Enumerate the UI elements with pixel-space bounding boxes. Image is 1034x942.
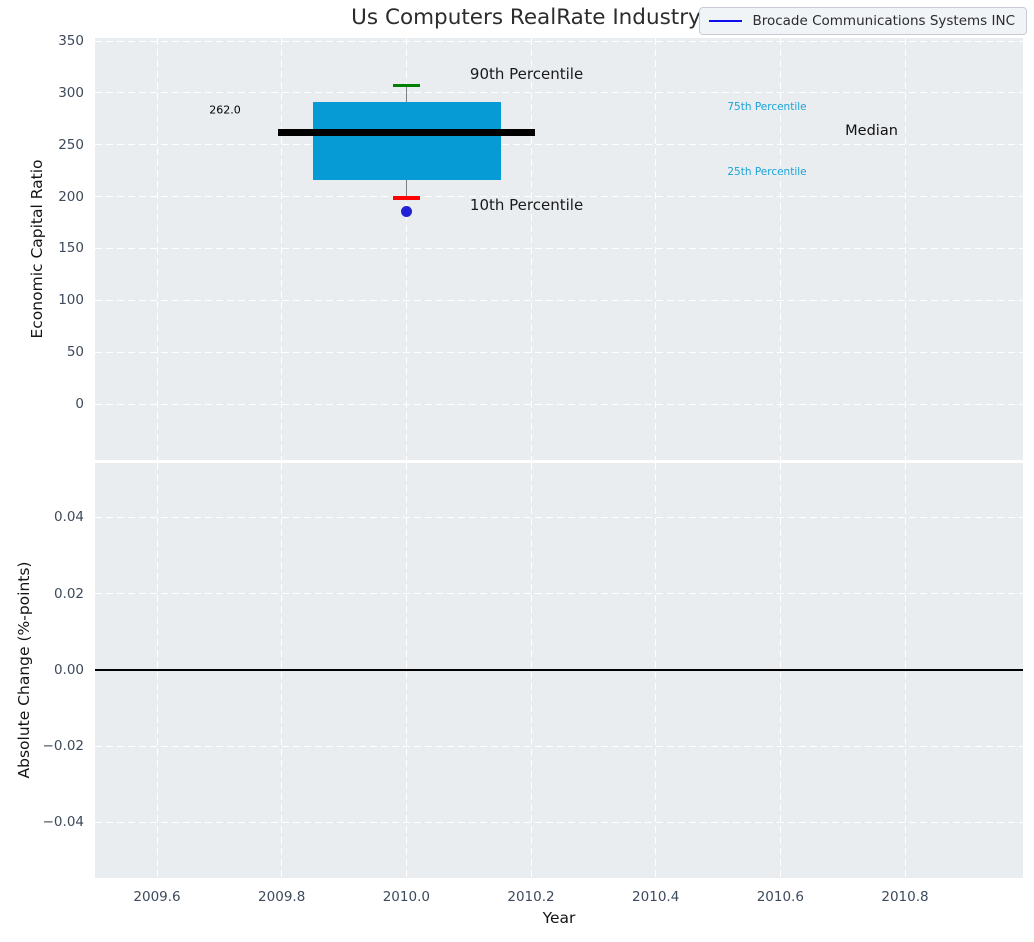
gridline-horizontal	[95, 196, 1023, 198]
chart-title: Us Computers RealRate Industry Index	[351, 5, 767, 30]
gridline-horizontal	[95, 40, 1023, 42]
gridline-vertical	[530, 38, 532, 460]
x-tick-label: 2010.0	[382, 889, 430, 905]
gridline-horizontal	[95, 745, 1023, 747]
y-tick-label: 0	[75, 396, 84, 412]
gridline-vertical	[655, 38, 657, 460]
box-rect	[312, 102, 502, 181]
x-tick-label: 2010.6	[756, 889, 804, 905]
gridline-vertical	[779, 38, 781, 460]
gridline-horizontal	[95, 403, 1023, 405]
y-tick-label: 350	[58, 33, 84, 50]
gridline-vertical	[405, 38, 407, 460]
x-tick-label: 2010.4	[632, 889, 680, 905]
x-axis-label: Year	[542, 909, 576, 927]
y-tick-label: 250	[58, 136, 84, 153]
outlier-dot	[400, 205, 412, 217]
y-tick-label: 100	[58, 292, 84, 309]
gridline-vertical	[156, 38, 158, 460]
y-tick-label: 200	[58, 188, 84, 205]
gridline-horizontal	[95, 351, 1023, 353]
zero-line	[95, 669, 1023, 671]
x-tick-label: 2009.6	[133, 889, 181, 905]
annotation: 90th Percentile	[469, 65, 584, 84]
y-tick-label: 50	[66, 344, 84, 361]
x-tick-label: 2010.2	[507, 889, 555, 905]
annotation: Median	[845, 123, 898, 140]
annotation: 75th Percentile	[727, 101, 807, 114]
y-tick-label: −0.04	[42, 814, 84, 831]
annotation: 262.0	[209, 103, 241, 117]
legend-label: Brocade Communications Systems INC	[752, 13, 1015, 29]
median-line	[277, 128, 535, 136]
annotation: 25th Percentile	[727, 165, 807, 178]
annotation: 10th Percentile	[469, 195, 584, 214]
gridline-vertical	[281, 38, 283, 460]
gridline-vertical	[904, 38, 906, 460]
y-tick-label: 300	[58, 84, 84, 101]
gridline-horizontal	[95, 92, 1023, 94]
bottom-axes	[95, 463, 1023, 878]
gridline-horizontal	[95, 299, 1023, 301]
x-tick-label: 2010.8	[881, 889, 929, 905]
x-tick-label: 2009.8	[258, 889, 306, 905]
legend: Brocade Communications Systems INC	[699, 7, 1027, 35]
whisker-cap-low	[392, 195, 420, 200]
y-tick-label: 0.00	[53, 661, 84, 678]
top-axes	[95, 38, 1023, 460]
y-tick-label: −0.02	[42, 738, 84, 755]
legend-line-sample	[709, 19, 743, 23]
y-tick-label: 0.04	[53, 509, 84, 526]
y-tick-label: 150	[58, 240, 84, 257]
y-tick-label: 0.02	[53, 585, 84, 602]
gridline-horizontal	[95, 144, 1023, 146]
gridline-horizontal	[95, 516, 1023, 518]
gridline-horizontal	[95, 593, 1023, 595]
gridline-horizontal	[95, 821, 1023, 823]
gridline-horizontal	[95, 247, 1023, 249]
whisker-cap-high	[392, 83, 420, 88]
